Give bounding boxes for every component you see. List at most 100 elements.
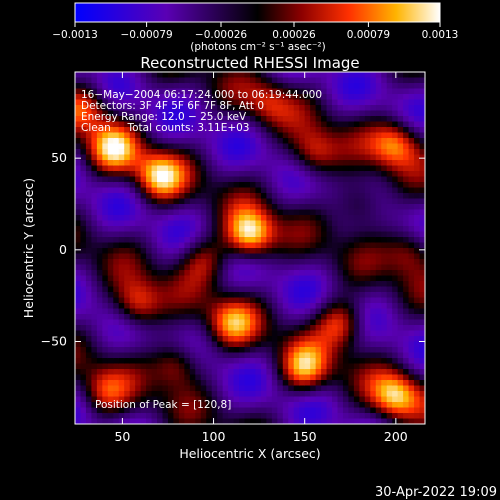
heatmap-cell	[244, 303, 251, 310]
heatmap-cell	[135, 270, 142, 277]
heatmap-cell	[184, 363, 191, 370]
heatmap-cell	[353, 237, 360, 244]
heatmap-cell	[266, 165, 273, 172]
heatmap-cell	[326, 193, 333, 200]
heatmap-cell	[85, 253, 93, 260]
heatmap-cell	[408, 297, 415, 304]
heatmap-cell	[397, 297, 404, 304]
heatmap-cell	[85, 77, 93, 84]
heatmap-cell	[217, 369, 224, 376]
heatmap-cell	[386, 374, 393, 381]
heatmap-cell	[96, 385, 103, 392]
heatmap-cell	[113, 253, 120, 260]
heatmap-cell	[271, 77, 278, 84]
heatmap-cell	[414, 413, 421, 420]
heatmap-cell	[321, 314, 328, 321]
annotation-block: 16−May−2004 06:17:24.000 to 06:19:44.000…	[81, 89, 322, 134]
heatmap-cell	[184, 220, 191, 227]
heatmap-cell	[151, 352, 158, 359]
heatmap-cell	[91, 325, 98, 332]
heatmap-cell	[353, 154, 360, 161]
heatmap-cell	[315, 160, 322, 167]
heatmap-cell	[315, 407, 322, 414]
heatmap-cell	[96, 253, 103, 260]
heatmap-cell	[332, 407, 339, 414]
heatmap-cell	[146, 297, 153, 304]
heatmap-cell	[135, 127, 142, 134]
heatmap-cell	[228, 231, 235, 238]
heatmap-cell	[184, 413, 191, 420]
heatmap-cell	[211, 143, 218, 150]
heatmap-cell	[96, 281, 103, 288]
heatmap-cell	[337, 193, 344, 200]
heatmap-cell	[386, 77, 393, 84]
heatmap-cell	[195, 105, 202, 112]
heatmap-cell	[167, 385, 175, 392]
heatmap-cell	[222, 407, 229, 414]
heatmap-cell	[375, 341, 382, 348]
heatmap-cell	[233, 407, 240, 414]
heatmap-cell	[118, 72, 125, 79]
heatmap-cell	[414, 352, 421, 359]
heatmap-cell	[414, 418, 421, 424]
heatmap-cell	[392, 187, 399, 194]
heatmap-cell	[146, 176, 153, 183]
heatmap-cell	[260, 132, 268, 139]
heatmap-cell	[113, 402, 120, 409]
heatmap-cell	[211, 242, 218, 249]
heatmap-cell	[113, 314, 120, 321]
heatmap-cell	[222, 281, 229, 288]
heatmap-cell	[189, 358, 196, 365]
heatmap-cell	[146, 275, 153, 282]
heatmap-cell	[386, 209, 393, 216]
heatmap-cell	[228, 297, 235, 304]
heatmap-cell	[397, 171, 404, 178]
heatmap-cell	[85, 358, 93, 365]
heatmap-cell	[217, 413, 224, 420]
heatmap-cell	[146, 237, 153, 244]
heatmap-cell	[326, 220, 333, 227]
heatmap-cell	[217, 237, 224, 244]
heatmap-cell	[364, 253, 371, 260]
heatmap-cell	[80, 193, 87, 200]
heatmap-cell	[167, 396, 175, 403]
heatmap-cell	[162, 105, 169, 112]
heatmap-cell	[102, 231, 109, 238]
heatmap-cell	[277, 204, 284, 211]
heatmap-cell	[337, 407, 344, 414]
heatmap-cell	[326, 77, 333, 84]
heatmap-cell	[277, 336, 284, 343]
heatmap-cell	[364, 209, 371, 216]
heatmap-cell	[91, 99, 98, 106]
heatmap-cell	[260, 314, 268, 321]
heatmap-cell	[304, 193, 311, 200]
heatmap-cell	[228, 418, 235, 424]
heatmap-cell	[271, 369, 278, 376]
heatmap-cell	[118, 314, 125, 321]
heatmap-cell	[299, 281, 306, 288]
heatmap-cell	[96, 88, 103, 95]
heatmap-cell	[102, 413, 109, 420]
heatmap-cell	[348, 374, 355, 381]
heatmap-cell	[244, 374, 251, 381]
heatmap-cell	[222, 77, 229, 84]
heatmap-cell	[392, 253, 399, 260]
heatmap-cell	[228, 391, 235, 398]
heatmap-cell	[419, 314, 425, 321]
heatmap-cell	[222, 369, 229, 376]
heatmap-cell	[392, 330, 399, 337]
heatmap-cell	[162, 259, 169, 266]
heatmap-cell	[200, 132, 207, 139]
heatmap-cell	[80, 182, 87, 189]
heatmap-cell	[359, 336, 366, 343]
heatmap-cell	[408, 121, 415, 128]
heatmap-cell	[239, 182, 246, 189]
heatmap-cell	[386, 242, 393, 249]
heatmap-cell	[200, 347, 207, 354]
heatmap-cell	[353, 330, 360, 337]
heatmap-cell	[217, 110, 224, 117]
heatmap-cell	[80, 72, 87, 79]
heatmap-cell	[189, 319, 196, 326]
heatmap-cell	[364, 391, 371, 398]
heatmap-cell	[113, 237, 120, 244]
